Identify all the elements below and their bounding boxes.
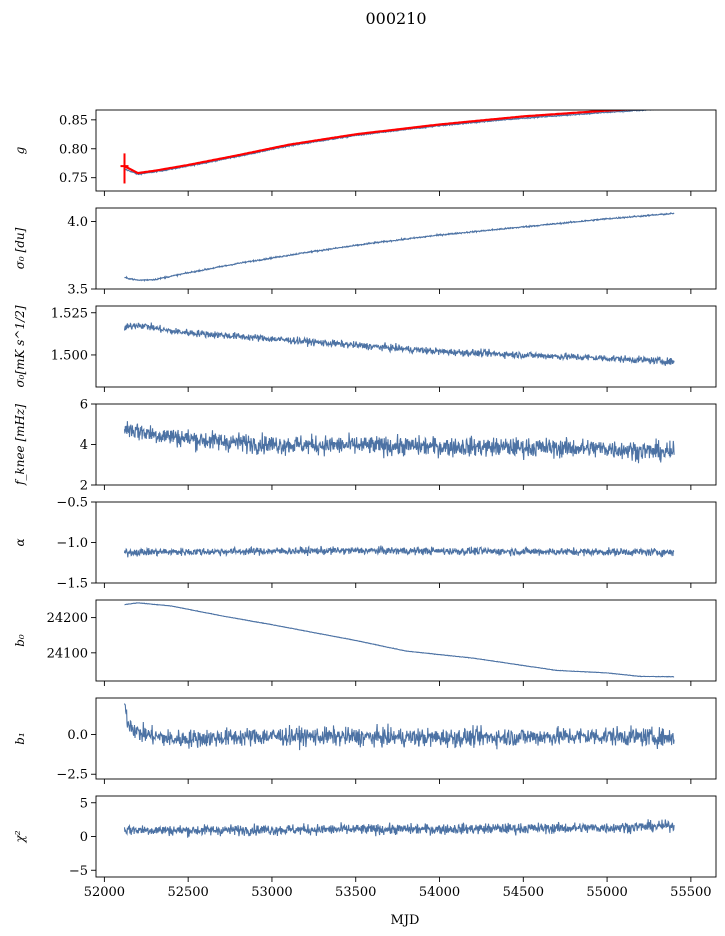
y-tick-label-alpha: −1.0 [56,536,88,551]
panels: 0.75 0.80 0.85 g 3.5 4.0 σ₀ [du] 1.500 1.525 σ₀[m… [13,109,717,900]
y-axis-label-sigma0-mk: σ₀[mK s^1/2] [13,305,27,387]
series-line-g [124,110,662,176]
x-axis-label: MJD [391,913,420,928]
x-tick-label: 55000 [586,885,627,900]
y-tick-label-b1: −2.5 [56,768,88,783]
y-axis-label-b0: b₀ [13,634,27,647]
y-tick-label-sigma0-mk: 1.500 [51,348,88,363]
series-line-sigma0-mk [123,322,675,366]
axes-frame-sigma0-mk [95,305,717,388]
y-axis-label-alpha: α [13,538,27,546]
x-tick-label: 53500 [335,885,376,900]
series-line-sigma0 [124,211,675,282]
series-line-fknee [123,421,675,464]
y-axis-label-chi2: χ² [13,830,27,843]
figure-title: 000210 [365,9,426,28]
y-axis-label-g: g [13,146,27,154]
series-line-alpha [123,545,675,558]
x-tick-label: 52500 [167,885,208,900]
axes-frame-b1 [95,697,717,780]
series-line-b0 [124,602,675,678]
axes-frame-g [95,109,717,192]
y-tick-label-alpha: −0.5 [56,496,88,511]
x-tick-label: 52000 [84,885,125,900]
y-tick-label-g: 0.80 [59,142,88,157]
x-tick-label: 54000 [419,885,460,900]
y-tick-label-g: 0.85 [59,113,88,128]
y-axis-label-b1: b₁ [13,732,27,745]
y-tick-label-g: 0.75 [59,171,88,186]
x-tick-label: 55500 [670,885,711,900]
y-tick-label-chi2: 5 [80,796,88,811]
y-tick-label-b1: 0.0 [67,728,88,743]
y-tick-label-alpha: −1.5 [56,577,88,592]
y-tick-label-fknee: 4 [80,438,88,453]
y-tick-label-b0: 24100 [47,646,88,661]
axes-frame-b0 [95,599,717,682]
y-tick-label-chi2: 0 [80,830,88,845]
x-tick-label: 53000 [251,885,292,900]
y-axis-label-sigma0: σ₀ [du] [13,227,27,269]
y-tick-label-chi2: −5 [69,864,88,879]
y-axis-label-fknee: f_knee [mHz] [13,404,27,486]
y-tick-label-sigma0-mk: 1.525 [51,306,88,321]
y-tick-label-sigma0: 3.5 [67,283,88,298]
axes-frame-alpha [95,501,717,584]
y-tick-label-fknee: 2 [80,479,88,494]
y-tick-label-b0: 24200 [47,611,88,626]
x-tick-label: 54500 [503,885,544,900]
fit-line-g [123,110,639,175]
series-line-b1 [123,703,675,751]
y-tick-label-sigma0: 4.0 [67,215,88,230]
axes-frame-sigma0 [95,207,717,290]
series-line-chi2 [123,819,675,838]
y-tick-label-fknee: 6 [80,398,88,413]
